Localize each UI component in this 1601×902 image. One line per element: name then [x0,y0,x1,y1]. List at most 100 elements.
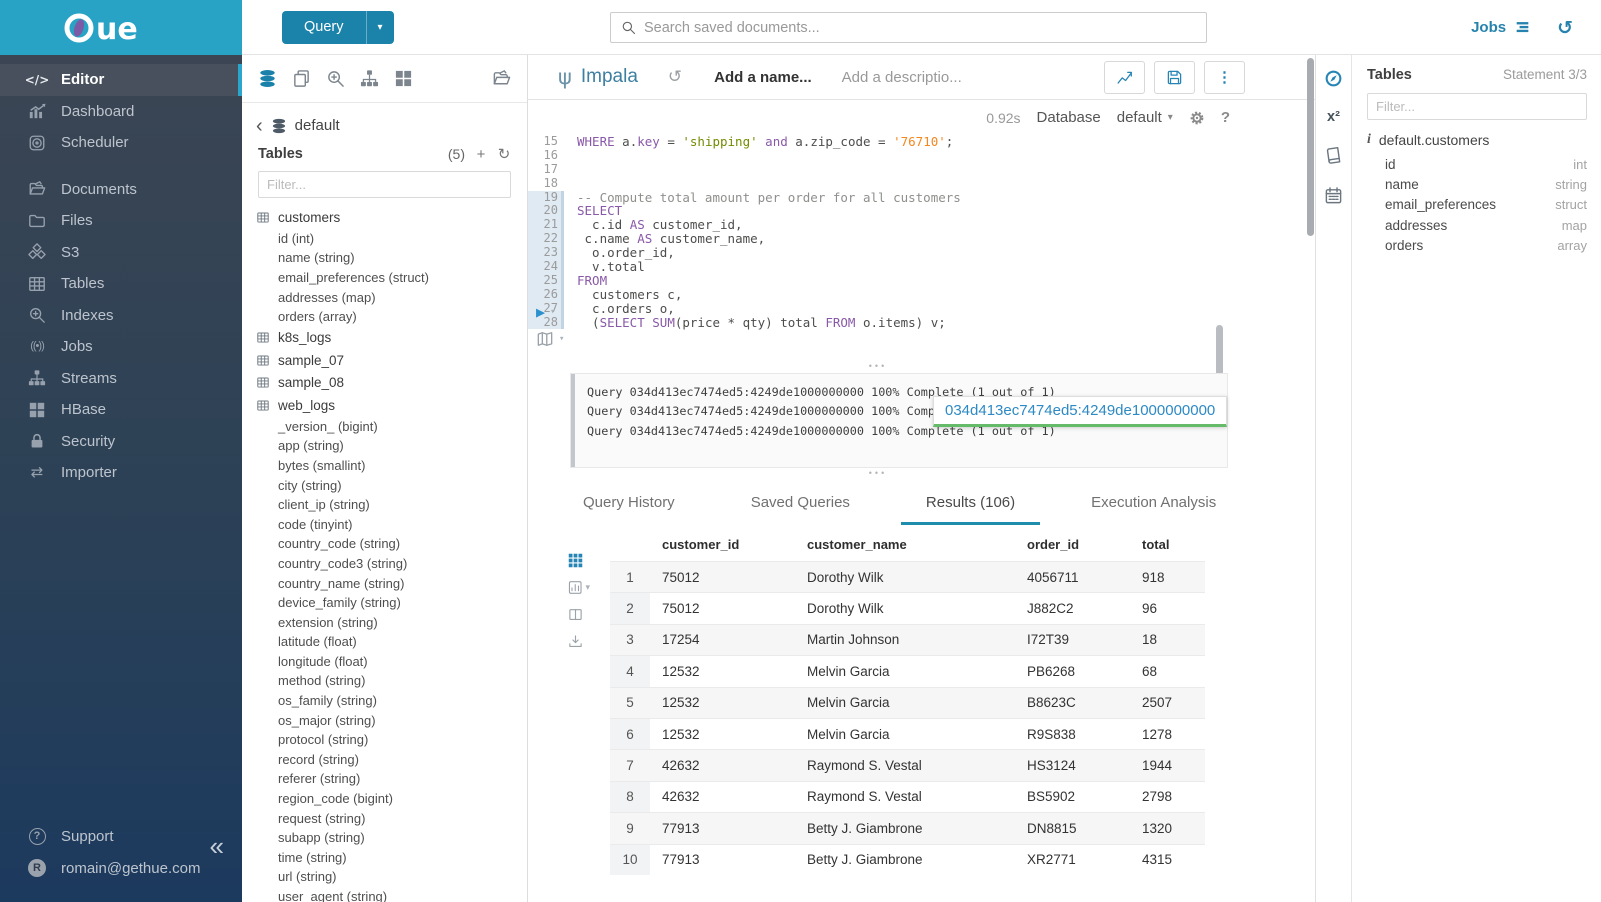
assist-column-item[interactable]: url (string) [278,869,337,885]
chart-type-caret[interactable]: ▾ [585,582,590,592]
sidebar-item-streams[interactable]: Streams [0,363,242,395]
resize-handle-top[interactable]: ••• [868,361,888,371]
table-row[interactable]: 4 12532 Melvin Garcia PB6268 68 [610,655,1205,688]
sidebar-item-importer[interactable]: ⇄ Importer [0,457,242,489]
tab-results-106[interactable]: Results (106) [900,488,1041,525]
assist-column-item[interactable]: region_code (bigint) [278,791,393,807]
presentation-caret[interactable]: ▾ [559,334,565,344]
refresh-icon[interactable]: ↻ [497,144,511,163]
help-icon[interactable]: ? [1220,109,1230,126]
assist-column-item[interactable]: orders (array) [278,309,357,325]
table-row[interactable]: 2 75012 Dorothy Wilk J882C2 96 [610,592,1205,625]
table-row[interactable]: 7 42632 Raymond S. Vestal HS3124 1944 [610,749,1205,782]
assist-table-item[interactable]: sample_08 [256,371,527,394]
assist-column-item[interactable]: time (string) [278,849,347,865]
columns-icon[interactable] [568,607,583,622]
sidebar-item-files[interactable]: Files [0,205,242,237]
assistant-compass-icon[interactable] [1324,69,1343,88]
database-breadcrumb[interactable]: ‹ default [242,103,527,140]
assist-column-item[interactable]: country_code3 (string) [278,555,408,571]
assist-column-item[interactable]: _version_ (bigint) [278,418,378,434]
assist-filter-input[interactable] [267,177,502,192]
assist-column-item[interactable]: protocol (string) [278,732,369,748]
assist-column-item[interactable]: extension (string) [278,614,378,630]
column-header-total[interactable]: total [1142,537,1170,552]
assist-column-item[interactable]: app (string) [278,438,344,454]
assist-column-item[interactable]: longitude (float) [278,653,368,669]
chevron-left-icon[interactable]: ‹ [256,114,263,137]
grid-view-icon[interactable] [568,553,583,568]
more-actions-button[interactable]: ⋮ [1204,60,1245,94]
sidebar-item-scheduler[interactable]: Scheduler [0,127,242,159]
search-input[interactable] [644,19,1196,36]
assist-column-item[interactable]: referer (string) [278,771,361,787]
assist-column-item[interactable]: method (string) [278,673,366,689]
query-name-field[interactable]: Add a name... [714,68,812,86]
active-table-row[interactable]: i default.customers [1367,132,1587,148]
add-table-icon[interactable]: + [476,145,486,163]
database-select[interactable]: default ▾ [1117,109,1173,126]
sidebar-item-security[interactable]: Security [0,426,242,458]
bar-chart-icon[interactable] [568,580,582,595]
download-icon[interactable] [568,634,583,649]
hue-logo[interactable]: ue [0,0,242,55]
new-query-button[interactable]: Query ▾ [282,10,394,44]
sidebar-item-documents[interactable]: Documents [0,174,242,206]
sitemap-icon[interactable] [360,69,379,88]
tab-execution-analysis[interactable]: Execution Analysis [1091,494,1217,511]
right-panel-column[interactable]: name string [1367,174,1587,194]
sidebar-item-dashboard[interactable]: Dashboard [0,96,242,128]
assist-column-item[interactable]: os_family (string) [278,693,377,709]
right-panel-column[interactable]: addresses map [1367,215,1587,235]
sidebar-item-indexes[interactable]: Indexes [0,300,242,332]
assist-column-item[interactable]: os_major (string) [278,712,376,728]
assist-column-item[interactable]: user_agent (string) [278,889,388,902]
query-description-field[interactable]: Add a descriptio... [841,68,962,86]
table-row[interactable]: 1 75012 Dorothy Wilk 4056711 918 [610,560,1205,593]
assist-column-item[interactable]: id (int) [278,230,315,246]
query-history-icon[interactable]: ↺ [667,67,683,87]
assist-column-item[interactable]: addresses (map) [278,289,376,305]
page-scrollbar[interactable] [1307,58,1314,236]
functions-icon[interactable]: x² [1327,109,1340,125]
assist-column-item[interactable]: country_code (string) [278,536,401,552]
assist-column-item[interactable]: record (string) [278,751,359,767]
tab-saved-queries[interactable]: Saved Queries [750,494,850,511]
table-row[interactable]: 6 12532 Melvin Garcia R9S838 1278 [610,717,1205,750]
assist-column-item[interactable]: name (string) [278,250,355,266]
assist-column-item[interactable]: device_family (string) [278,595,401,611]
assist-column-item[interactable]: code (tinyint) [278,516,353,532]
assist-table-item[interactable]: k8s_logs [256,326,527,349]
documents-source-icon[interactable] [292,69,311,88]
sql-code-editor[interactable]: ▶ ▾ ▾ 15 WHERE a.key = 'shipping' and a.z… [528,134,1315,435]
execute-play-button[interactable]: ▶ [536,303,546,321]
sidebar-item-support[interactable]: ? Support [0,820,242,852]
schedule-calendar-icon[interactable] [1324,186,1343,205]
table-row[interactable]: 10 77913 Betty J. Giambrone XR2771 4315 [610,843,1205,876]
tab-query-history[interactable]: Query History [583,494,675,511]
query-id-link[interactable]: 034d413ec7474ed5:4249de1000000000 [945,402,1216,419]
assist-column-item[interactable]: bytes (smallint) [278,457,366,473]
column-header-customer_id[interactable]: customer_id [662,537,740,552]
global-search[interactable] [610,12,1207,43]
table-row[interactable]: 9 77913 Betty J. Giambrone DN8815 1320 [610,812,1205,845]
save-button[interactable] [1154,60,1195,94]
table-row[interactable]: 8 42632 Raymond S. Vestal BS5902 2798 [610,780,1205,813]
sidebar-item-user[interactable]: R romain@gethue.com [0,852,242,884]
right-filter-input[interactable] [1376,99,1578,114]
sidebar-item-s3[interactable]: S3 [0,237,242,269]
assist-column-item[interactable]: country_name (string) [278,575,405,591]
resize-handle-bottom[interactable]: ••• [868,468,888,478]
settings-gear-icon[interactable] [1189,110,1205,126]
assist-column-item[interactable]: latitude (float) [278,634,357,650]
assist-column-item[interactable]: request (string) [278,810,366,826]
jobs-link[interactable]: Jobs [1471,19,1531,36]
language-reference-book-icon[interactable] [1323,145,1344,166]
table-row[interactable]: 5 12532 Melvin Garcia B8623C 2507 [610,686,1205,719]
folder-open-icon[interactable] [492,69,511,88]
collapse-sidebar-icon[interactable]: « [209,831,224,861]
assist-column-item[interactable]: city (string) [278,477,342,493]
assist-table-item[interactable]: sample_07 [256,349,527,372]
query-id-tooltip[interactable]: 034d413ec7474ed5:4249de1000000000 [933,396,1228,427]
right-panel-filter[interactable] [1367,93,1587,120]
